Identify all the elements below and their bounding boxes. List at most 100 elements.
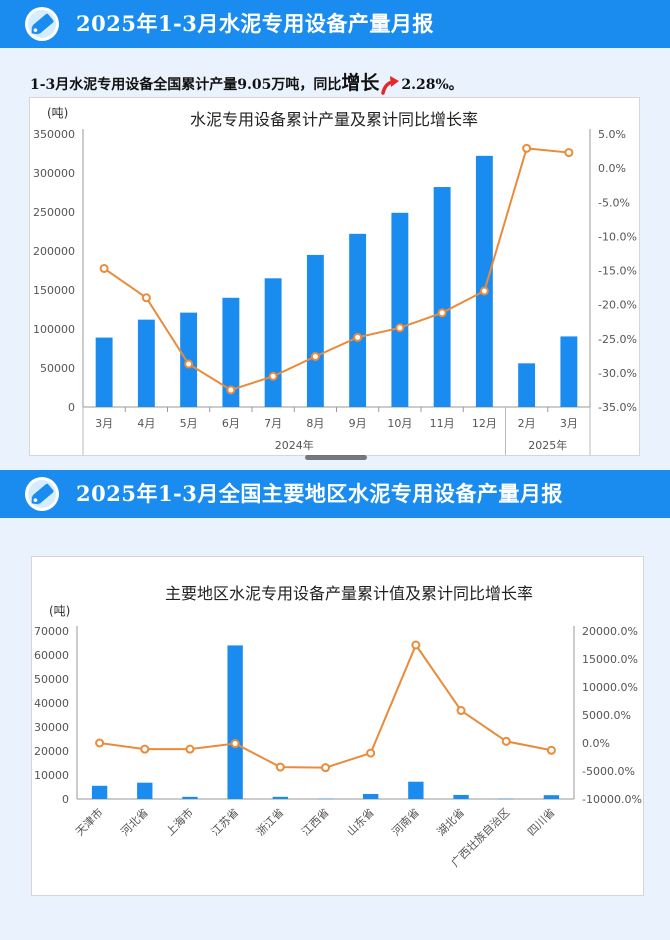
right-tick-label: -5.0%: [598, 196, 630, 209]
price-tag-icon: [25, 7, 59, 41]
right-tick-label: 5.0%: [598, 128, 626, 141]
category-label: 湖北省: [435, 806, 468, 839]
growth-point: [141, 293, 151, 303]
category-label: 河北省: [118, 806, 151, 839]
right-tick-label: 20000.0%: [582, 625, 638, 638]
growth-point: [140, 744, 150, 754]
growth-point: [321, 763, 330, 773]
right-tick-label: -10000.0%: [582, 793, 642, 806]
growth-point: [411, 640, 421, 650]
growth-point: [564, 148, 574, 158]
left-tick-label: 10000: [34, 769, 69, 782]
chart-card-national: 水泥专用设备累计产量及累计同比增长率 (吨) 0 50000 100000 150000 2…: [29, 97, 640, 456]
left-tick-label: 300000: [33, 167, 75, 180]
growth-point: [501, 736, 511, 746]
category-label: 江西省: [299, 806, 332, 839]
growth-point: [456, 706, 466, 716]
category-label: 江苏省: [209, 806, 242, 839]
growth-point: [230, 739, 240, 749]
right-tick-label: -30.0%: [598, 367, 637, 380]
category-label: 浙江省: [254, 806, 287, 839]
growth-point: [275, 762, 285, 772]
summary-trend: 增长: [341, 72, 380, 94]
right-tick-label: 0.0%: [582, 737, 610, 750]
growth-line: [99, 642, 552, 769]
data-bar: [95, 337, 113, 407]
left-tick-label: 40000: [34, 697, 69, 710]
data-bar: [543, 795, 560, 799]
data-bar: [433, 187, 451, 407]
category-label: 3月: [560, 417, 578, 430]
data-bar: [363, 793, 379, 799]
up-arrow-icon: [381, 76, 400, 95]
category-label: 2月: [518, 417, 536, 430]
category-label: 河南省: [389, 806, 422, 839]
growth-point: [546, 745, 556, 755]
data-bar: [272, 796, 288, 799]
growth-point: [310, 351, 320, 361]
category-label: 6月: [222, 417, 240, 430]
data-bar: [91, 785, 108, 799]
data-bar: [349, 233, 367, 407]
left-tick-label: 50000: [34, 673, 69, 686]
left-tick-label: 350000: [33, 128, 75, 141]
data-bar: [317, 798, 334, 800]
growth-point: [522, 143, 532, 153]
right-tick-label: -15.0%: [598, 265, 637, 278]
category-label: 8月: [306, 417, 324, 430]
right-tick-label: -35.0%: [598, 401, 637, 414]
divider-shadow: [305, 455, 367, 460]
y-axis-unit: (吨): [49, 604, 70, 618]
category-label: 4月: [137, 417, 155, 430]
price-tag-icon: [25, 477, 59, 511]
right-tick-label: 15000.0%: [582, 653, 638, 666]
national-production-chart: 水泥专用设备累计产量及累计同比增长率 (吨) 0 50000 100000 150000 2…: [33, 106, 637, 455]
banner-regional: 2025年1-3月全国主要地区水泥专用设备产量月报: [0, 470, 670, 518]
left-tick-label: 50000: [40, 362, 75, 375]
data-bar: [408, 781, 424, 799]
growth-point: [366, 748, 376, 758]
category-label: 11月: [430, 417, 455, 430]
data-bar: [391, 212, 409, 407]
data-bar: [475, 155, 493, 407]
summary-text: 1-3月水泥专用设备全国累计产量9.05万吨，同比增长 2.28%。: [30, 68, 463, 96]
group-label: 2024年: [275, 438, 314, 452]
category-label: 天津市: [72, 805, 105, 838]
data-bar: [306, 254, 324, 407]
right-tick-label: 0.0%: [598, 162, 626, 175]
regional-production-chart: 主要地区水泥专用设备产量累计值及累计同比增长率 (吨) 0 10000 20000 300…: [34, 584, 642, 870]
growth-point: [226, 385, 236, 395]
summary-value: 2.28%。: [401, 77, 463, 93]
left-tick-label: 30000: [34, 721, 69, 734]
left-tick-label: 20000: [34, 745, 69, 758]
right-tick-label: -20.0%: [598, 299, 637, 312]
left-tick-label: 150000: [33, 284, 75, 297]
data-bar: [137, 319, 155, 407]
chart-card-regional: 主要地区水泥专用设备产量累计值及累计同比增长率 (吨) 0 10000 20000 300…: [31, 556, 644, 896]
growth-point: [185, 744, 195, 754]
growth-point: [95, 738, 105, 748]
growth-point: [184, 359, 194, 369]
group-label: 2025年: [528, 438, 567, 452]
left-tick-label: 70000: [34, 625, 69, 638]
left-tick-label: 250000: [33, 206, 75, 219]
data-bar: [222, 297, 240, 407]
category-label: 山东省: [344, 806, 377, 839]
growth-line: [103, 147, 569, 392]
left-tick-label: 200000: [33, 245, 75, 258]
data-bar: [453, 794, 469, 799]
growth-point: [395, 323, 405, 333]
right-tick-label: -25.0%: [598, 333, 637, 346]
growth-point: [353, 332, 363, 342]
data-bar: [137, 782, 153, 799]
left-tick-label: 60000: [34, 649, 69, 662]
left-tick-label: 0: [68, 401, 75, 414]
right-tick-label: 5000.0%: [582, 709, 631, 722]
category-label: 5月: [180, 417, 198, 430]
category-label: 3月: [95, 417, 113, 430]
banner-title: 2025年1-3月水泥专用设备产量月报: [76, 11, 434, 36]
left-tick-label: 0: [62, 793, 69, 806]
category-label: 7月: [264, 417, 282, 430]
chart-title: 水泥专用设备累计产量及累计同比增长率: [190, 110, 478, 129]
data-bar: [264, 278, 282, 407]
